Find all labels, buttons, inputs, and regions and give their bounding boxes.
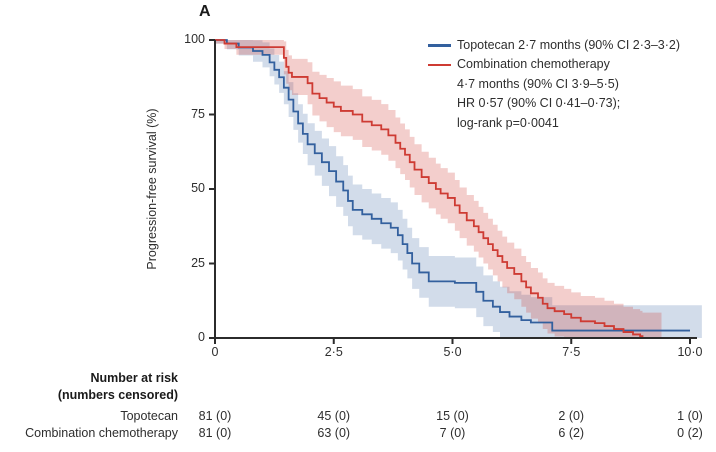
- combination-line-swatch: [428, 63, 451, 67]
- legend-hazard-ratio: HR 0·57 (90% CI 0·41–0·73);: [457, 96, 621, 111]
- x-tick-label: 0: [211, 345, 219, 359]
- y-tick-label: 75: [191, 106, 205, 121]
- x-tick-label: 7·5: [562, 345, 581, 359]
- x-tick-label: 2·5: [324, 345, 343, 359]
- x-tick-label: 5·0: [443, 345, 462, 359]
- risk-cell: 81 (0): [198, 409, 232, 423]
- y-tick-label: 0: [198, 330, 205, 344]
- risk-cell: 2 (0): [558, 409, 585, 423]
- risk-cell: 45 (0): [317, 409, 351, 423]
- topotecan-curve: [215, 39, 690, 332]
- y-tick-label: 100: [184, 32, 205, 46]
- panel-letter: A: [199, 3, 211, 20]
- topotecan-line-swatch: [428, 44, 451, 47]
- risk-cell: 63 (0): [317, 426, 351, 440]
- risk-cell: 7 (0): [439, 426, 466, 440]
- risk-cell: 1 (0): [677, 409, 703, 423]
- y-tick-label: 50: [191, 181, 205, 195]
- risk-cell: 6 (2): [558, 426, 585, 440]
- risk-cell: 15 (0): [436, 409, 469, 423]
- risk-cell: 0 (2): [677, 426, 703, 440]
- legend-entry-topotecan: Topotecan 2·7 months (90% CI 2·3–3·2): [428, 36, 680, 55]
- combination-curve: [215, 39, 644, 338]
- legend: Topotecan 2·7 months (90% CI 2·3–3·2) Co…: [428, 36, 680, 133]
- x-tick-label: 10·0: [677, 345, 703, 359]
- legend-log-rank-p: log-rank p=0·0041: [457, 115, 559, 130]
- legend-combination-text: Combination chemotherapy: [457, 57, 610, 72]
- risk-row-label-topotecan: Topotecan: [120, 409, 178, 423]
- risk-table-header-2: (numbers censored): [57, 388, 178, 402]
- legend-entry-combination: Combination chemotherapy: [428, 55, 680, 74]
- legend-combination-median: 4·7 months (90% CI 3·9–5·5): [457, 76, 619, 91]
- topotecan-ci-band: [215, 40, 702, 338]
- risk-cell: 81 (0): [198, 426, 232, 440]
- risk-row-label-combination: Combination chemotherapy: [25, 426, 178, 440]
- y-tick-label: 25: [191, 255, 205, 270]
- legend-topotecan-text: Topotecan 2·7 months (90% CI 2·3–3·2): [457, 38, 681, 52]
- risk-table-header-1: Number at risk: [90, 371, 178, 385]
